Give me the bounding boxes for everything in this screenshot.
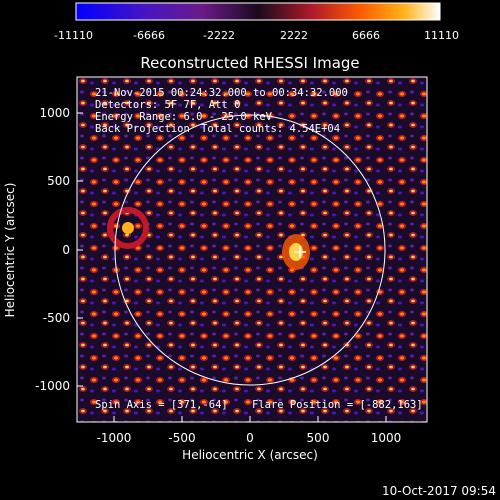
- y-axis: [77, 112, 83, 387]
- timestamp: 10-Oct-2017 09:54: [382, 484, 496, 498]
- y-tick-label: 500: [47, 174, 70, 188]
- y-tick-labels: 1000 500 0 -500 -1000: [35, 106, 70, 393]
- x-axis-label: Heliocentric X (arcsec): [182, 448, 318, 462]
- colorbar-tick: -11110: [54, 29, 93, 42]
- image-background: [77, 77, 427, 422]
- colorbar: [75, 2, 441, 21]
- ring-structure: [107, 207, 149, 249]
- x-tick-label: 0: [246, 431, 254, 445]
- time-range: 21-Nov-2015 00:24:32.000 to 00:34:32.000: [95, 87, 348, 99]
- x-tick-labels: -1000 -500 0 500 1000: [97, 431, 402, 445]
- solar-limb-circle: [114, 114, 386, 386]
- image-panel: [76, 76, 428, 423]
- y-axis-label: Heliocentric Y (arcsec): [3, 183, 17, 318]
- total-counts: Total counts: 4.54E+04: [201, 123, 340, 135]
- x-tick-label: -500: [168, 431, 195, 445]
- colorbar-tick: -6666: [133, 29, 165, 42]
- method: Back Projection: [95, 123, 190, 135]
- colorbar-ticks: -11110 -6666 -2222 2222 6666 11110: [54, 29, 459, 42]
- y-tick-label: 0: [62, 243, 70, 257]
- y-tick-label: -500: [43, 311, 70, 325]
- spin-axis-marker: [294, 246, 306, 258]
- info-block: 21-Nov-2015 00:24:32.000 to 00:34:32.000…: [95, 87, 348, 135]
- x-axis: [113, 416, 387, 422]
- flare-position-text: Flare Position = [-882,163]: [252, 399, 423, 411]
- x-tick-label: 500: [307, 431, 330, 445]
- detectors: Detectors: 5F 7F, Att 0: [95, 99, 240, 111]
- x-tick-label: -1000: [97, 431, 132, 445]
- x-tick-label: 1000: [371, 431, 402, 445]
- y-tick-label: 1000: [39, 106, 70, 120]
- energy-range: Energy Range: 6.0 - 25.0 keV: [95, 111, 273, 123]
- colorbar-tick: -2222: [203, 29, 235, 42]
- spin-axis-text: Spin Axis = [371,-64]: [95, 399, 228, 411]
- plot-title: Reconstructed RHESSI Image: [140, 54, 359, 72]
- colorbar-tick: 6666: [352, 29, 380, 42]
- colorbar-tick: 2222: [280, 29, 308, 42]
- colorbar-tick: 11110: [424, 29, 459, 42]
- y-tick-label: -1000: [35, 379, 70, 393]
- ring-core: [122, 222, 134, 234]
